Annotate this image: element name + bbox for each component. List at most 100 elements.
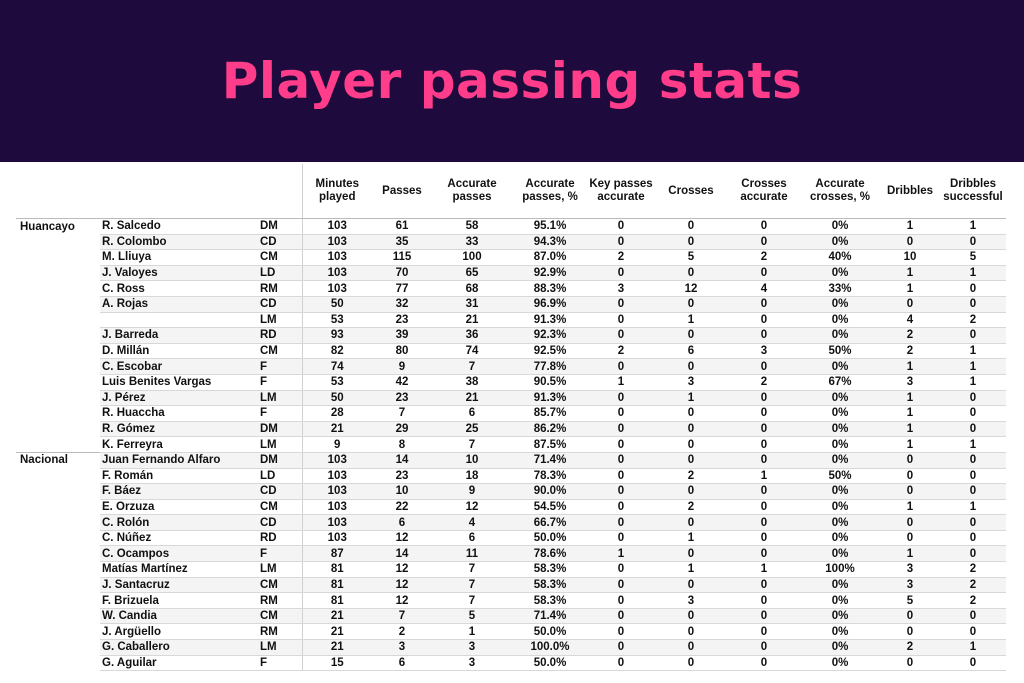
- stat-cell: 100%: [800, 561, 880, 578]
- stat-cell: 0: [654, 452, 728, 469]
- stat-cell: 0%: [800, 358, 880, 375]
- stat-cell: 2: [940, 592, 1006, 609]
- stat-cell: 7: [432, 358, 512, 375]
- stat-cell: 81: [301, 561, 372, 578]
- stat-cell: 0: [728, 592, 800, 609]
- stat-cell: 1: [880, 499, 940, 516]
- player-position: DM: [256, 218, 302, 235]
- stat-cell: 0: [880, 655, 940, 672]
- table-row: Matías Martínez LM 81 12 7 58.3% 0 1 1 100% 3 2: [16, 561, 1006, 578]
- stat-cell: 92.5%: [512, 343, 588, 360]
- stat-cell: 12: [372, 577, 432, 594]
- stat-cell: 9: [372, 358, 432, 375]
- stat-cell: 2: [728, 374, 800, 391]
- stat-cell: 2: [588, 249, 654, 266]
- header-team: [16, 164, 100, 219]
- player-name: A. Rojas: [100, 296, 256, 313]
- stat-cell: 2: [880, 343, 940, 360]
- team-name: [16, 484, 100, 500]
- stat-cell: 2: [880, 639, 940, 656]
- stat-cell: 3: [728, 343, 800, 360]
- stat-cell: 74: [432, 343, 512, 360]
- stat-cell: 0: [654, 577, 728, 594]
- team-name: [16, 374, 100, 390]
- team-name: [16, 437, 100, 453]
- stat-cell: 0: [728, 358, 800, 375]
- table-row: C. Núñez RD 103 12 6 50.0% 0 1 0 0% 0 0: [16, 530, 1006, 547]
- team-name: [16, 296, 100, 312]
- stat-cell: 92.3%: [512, 327, 588, 344]
- player-name: R. Colombo: [100, 234, 256, 251]
- stat-cell: 0: [728, 639, 800, 656]
- stat-cell: 0: [654, 483, 728, 500]
- stat-cell: 94.3%: [512, 234, 588, 251]
- stat-cell: 7: [372, 608, 432, 625]
- column-header: Accurate passes: [432, 164, 512, 219]
- player-name: D. Millán: [100, 343, 256, 360]
- stat-cell: 1: [880, 280, 940, 297]
- stat-cell: 81: [301, 577, 372, 594]
- table-row: E. Orzuza CM 103 22 12 54.5% 0 2 0 0% 1 1: [16, 499, 1006, 516]
- stat-cell: 1: [432, 623, 512, 641]
- player-position: F: [256, 358, 302, 375]
- team-name: [16, 390, 100, 406]
- stat-cell: 10: [880, 249, 940, 266]
- stat-cell: 3: [880, 577, 940, 594]
- player-position: CM: [256, 249, 302, 266]
- stat-cell: 0: [728, 390, 800, 407]
- page-title: Player passing stats: [221, 52, 803, 110]
- stat-cell: 0: [880, 608, 940, 625]
- stat-cell: 2: [880, 327, 940, 344]
- stat-cell: 50%: [800, 343, 880, 360]
- stat-cell: 0: [880, 530, 940, 547]
- stat-cell: 9: [432, 483, 512, 500]
- column-header: Dribbles: [880, 164, 940, 219]
- stat-cell: 1: [940, 436, 1006, 453]
- stat-cell: 0%: [800, 608, 880, 625]
- stat-cell: 10: [372, 483, 432, 500]
- player-position: LM: [256, 312, 302, 329]
- stat-cell: 0: [728, 234, 800, 251]
- stat-cell: 50.0%: [512, 623, 588, 641]
- stat-cell: 0%: [800, 530, 880, 547]
- player-name: F. Román: [100, 468, 256, 485]
- stat-cell: 50.0%: [512, 530, 588, 547]
- stat-cell: 2: [940, 561, 1006, 578]
- stat-cell: 9: [301, 436, 372, 453]
- stat-cell: 3: [654, 374, 728, 391]
- stat-cell: 71.4%: [512, 608, 588, 625]
- stat-cell: 0%: [800, 218, 880, 235]
- team-name: [16, 281, 100, 297]
- stat-cell: 78.3%: [512, 468, 588, 485]
- stat-cell: 0%: [800, 499, 880, 516]
- player-name: C. Ocampos: [100, 545, 256, 563]
- stat-cell: 0: [588, 592, 654, 609]
- stat-cell: 0: [654, 545, 728, 563]
- stat-cell: 0: [728, 530, 800, 547]
- stat-cell: 0: [588, 530, 654, 547]
- team-name: [16, 468, 100, 484]
- column-header: Minutes played: [301, 164, 372, 219]
- stat-cell: 14: [372, 545, 432, 563]
- player-position: F: [256, 655, 302, 672]
- stat-cell: 78.6%: [512, 545, 588, 563]
- stat-cell: 4: [880, 312, 940, 329]
- player-position: CD: [256, 514, 302, 531]
- stat-cell: 0%: [800, 577, 880, 594]
- stat-cell: 0: [728, 499, 800, 516]
- stat-cell: 0: [588, 639, 654, 656]
- stat-cell: 2: [654, 468, 728, 485]
- table-row: G. Caballero LM 21 3 3 100.0% 0 0 0 0% 2 1: [16, 639, 1006, 656]
- player-position: RM: [256, 623, 302, 641]
- stat-cell: 1: [654, 561, 728, 578]
- stat-cell: 0: [588, 514, 654, 531]
- stat-cell: 2: [654, 499, 728, 516]
- stat-cell: 0: [588, 452, 654, 469]
- stat-cell: 0: [940, 327, 1006, 344]
- stat-cell: 68: [432, 280, 512, 297]
- player-position: CM: [256, 577, 302, 594]
- column-header: Accurate passes, %: [512, 164, 588, 219]
- stat-cell: 12: [372, 561, 432, 578]
- team-name: [16, 655, 100, 671]
- stat-cell: 91.3%: [512, 312, 588, 329]
